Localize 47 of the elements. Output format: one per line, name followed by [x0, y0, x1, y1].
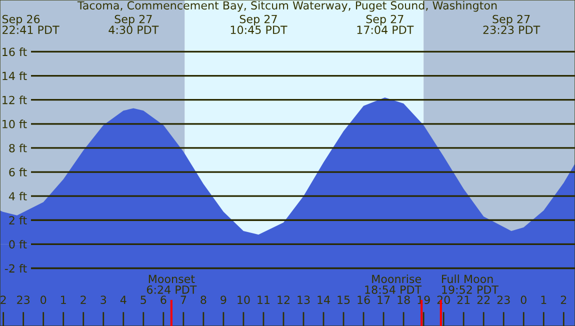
x-tick-label: 22 — [477, 296, 490, 304]
annotation: Sep 27 17:04 PDT — [357, 14, 414, 34]
x-tick-label: 12 — [278, 296, 290, 304]
x-tick-label: 5 — [140, 296, 146, 304]
x-tick-label: 2 — [0, 296, 6, 304]
x-tick-label: 2 — [560, 296, 566, 304]
x-tick-label: 3 — [100, 296, 106, 304]
y-tick-label: 10 ft — [2, 120, 27, 128]
ref-line-label: Moonrise 18:54 PDT — [365, 274, 422, 294]
x-tick-label: 16 — [358, 296, 370, 304]
annotation: Sep 27 10:45 PDT — [230, 14, 288, 34]
annotation: Sep 27 4:30 PDT — [108, 14, 159, 34]
chart-title: Tacoma, Commencement Bay, Sitcum Waterway, Puget Sound, Washington — [77, 0, 497, 12]
x-tick-label: 23 — [17, 296, 30, 304]
y-tick-label: 14 ft — [2, 72, 27, 80]
x-tick-label: 0 — [40, 296, 46, 304]
x-tick-label: 15 — [338, 296, 350, 304]
x-tick-label: 1 — [541, 296, 546, 304]
y-tick-label: 12 ft — [2, 96, 27, 104]
y-tick-label: 6 ft — [9, 168, 27, 176]
x-tick-label: 7 — [180, 296, 186, 304]
x-tick-label: 6 — [160, 296, 166, 304]
y-tick-label: 8 ft — [9, 144, 27, 152]
x-tick-label: 23 — [497, 296, 510, 304]
ref-line-label: Full Moon 19:52 PDT — [442, 274, 499, 294]
x-tick-label: 8 — [200, 296, 206, 304]
x-tick-label: 18 — [398, 296, 410, 304]
x-tick-label: 14 — [318, 296, 330, 304]
x-tick-label: 11 — [258, 296, 270, 304]
ref-line-label: Moonset 6:24 PDT — [146, 274, 197, 294]
y-tick-label: 16 ft — [2, 48, 27, 56]
y-tick-label: 0 ft — [9, 240, 27, 249]
x-tick-label: 17 — [378, 296, 390, 304]
y-tick-label: -2 ft — [4, 264, 27, 272]
y-tick-label: 4 ft — [8, 192, 27, 200]
x-tick-label: 9 — [220, 296, 226, 304]
annotation: Sep 27 23:23 PDT — [483, 14, 540, 34]
x-tick-label: 4 — [120, 296, 126, 304]
x-tick-label: 1 — [61, 296, 66, 304]
x-tick-label: 19 — [418, 296, 430, 304]
x-tick-label: 0 — [520, 296, 526, 304]
x-tick-label: 2 — [80, 296, 86, 304]
x-tick-label: 21 — [457, 296, 470, 304]
y-tick-label: 2 ft — [9, 216, 27, 224]
x-tick-label: 13 — [298, 296, 310, 304]
annotation: Sep 26 22:41 PDT — [2, 14, 60, 34]
x-tick-label: 10 — [238, 296, 250, 304]
